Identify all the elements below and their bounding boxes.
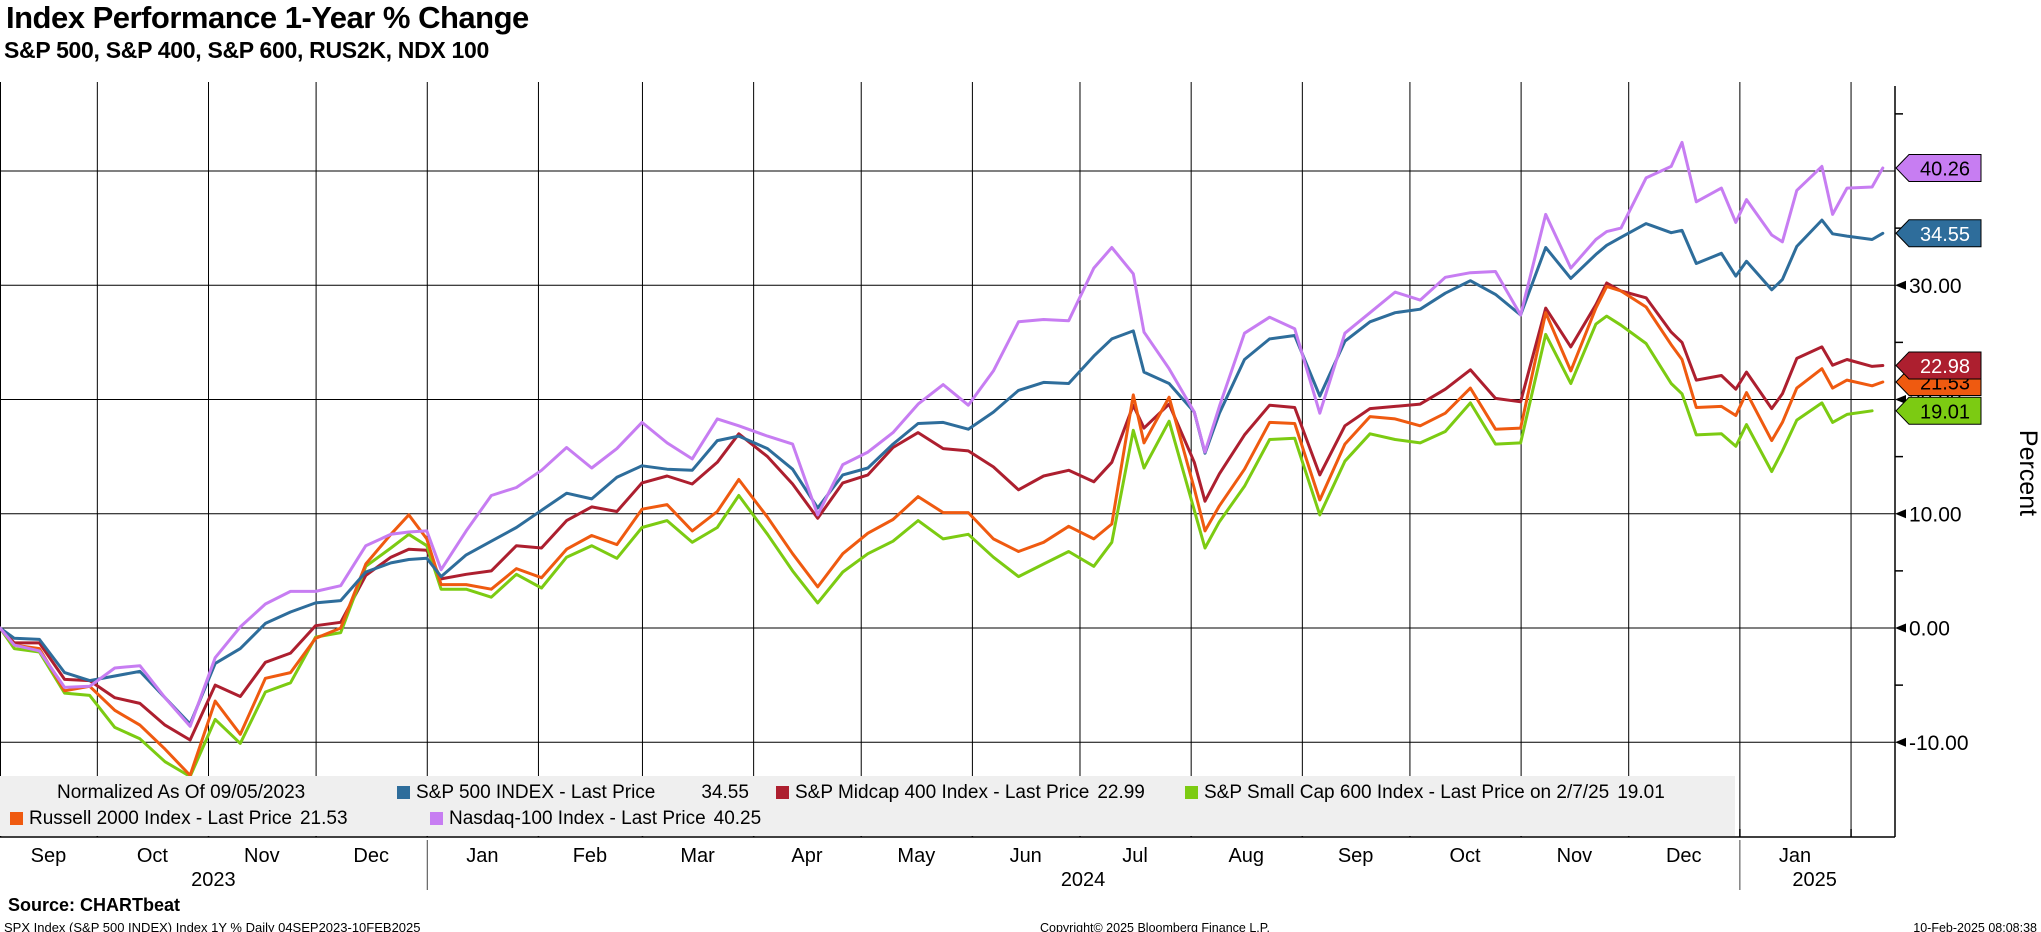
x-axis-month-label: Sep bbox=[1338, 845, 1374, 867]
x-axis-month-label: Oct bbox=[1449, 845, 1481, 867]
legend-label: S&P 500 INDEX - Last Price bbox=[416, 782, 656, 803]
x-axis-month-label: Aug bbox=[1228, 845, 1264, 867]
legend-item-ndx[interactable]: Nasdaq-100 Index - Last Price 40.25 bbox=[430, 807, 761, 831]
x-axis-month-label: Jan bbox=[1779, 845, 1811, 867]
x-axis-month-label: Jun bbox=[1010, 845, 1042, 867]
y-axis-tick-label: 10.00 bbox=[1909, 503, 1962, 526]
y-axis-arrow bbox=[1895, 509, 1906, 519]
x-axis-month-label: Jul bbox=[1122, 845, 1148, 867]
legend-swatch-ndx bbox=[430, 812, 443, 825]
legend-label: S&P Midcap 400 Index - Last Price bbox=[795, 782, 1090, 803]
legend-value: 19.01 bbox=[1617, 782, 1665, 803]
footer-security-meta: SPX Index (S&P 500 INDEX) Index 1Y % Dai… bbox=[4, 920, 421, 932]
price-badge-spx bbox=[1895, 219, 1982, 248]
series-line-rty bbox=[0, 284, 1885, 777]
y-axis-arrow bbox=[1895, 623, 1906, 633]
y-axis-title: Percent bbox=[2014, 430, 2041, 516]
axes-layer bbox=[0, 86, 1903, 838]
page-subtitle: S&P 500, S&P 400, S&P 600, RUS2K, NDX 10… bbox=[4, 37, 490, 63]
legend-swatch-spx bbox=[397, 786, 410, 799]
x-axis-month-label: Mar bbox=[680, 845, 715, 867]
series-line-spx bbox=[0, 218, 1885, 726]
y-axis-tick-label: -10.00 bbox=[1909, 732, 1969, 755]
x-axis-month-label: Jan bbox=[466, 845, 498, 867]
legend-value: 22.99 bbox=[1097, 782, 1145, 803]
x-axis-month-label: Dec bbox=[1666, 845, 1702, 867]
legend-value: 21.53 bbox=[299, 808, 348, 829]
legend-label: Normalized As Of 09/05/2023 bbox=[57, 782, 306, 803]
page-title: Index Performance 1-Year % Change bbox=[6, 0, 529, 35]
series-line-ndx bbox=[0, 140, 1885, 728]
price-badge-label: 34.55 bbox=[1920, 224, 1970, 246]
legend-label: Russell 2000 Index - Last Price bbox=[29, 808, 292, 829]
price-badge-ndx bbox=[1895, 154, 1982, 183]
y-axis-arrow bbox=[1895, 280, 1906, 290]
x-axis-month-label: Nov bbox=[244, 845, 280, 867]
series-line-mid bbox=[0, 281, 1885, 742]
y-axis-arrow bbox=[1895, 737, 1906, 747]
y-axis-arrow bbox=[1895, 395, 1906, 404]
x-axis-year-label: 2025 bbox=[1792, 869, 1837, 891]
legend-swatch-sml bbox=[1185, 786, 1198, 799]
legend-swatch-mid bbox=[776, 786, 789, 799]
x-axis-year-label: 2024 bbox=[1061, 869, 1106, 891]
x-axis-month-label: Dec bbox=[353, 845, 389, 867]
legend-label: Nasdaq-100 Index - Last Price bbox=[449, 808, 706, 829]
x-axis-year-label: 2023 bbox=[191, 869, 236, 891]
x-axis-month-label: Sep bbox=[31, 845, 67, 867]
footer-copyright: Copyright© 2025 Bloomberg Finance L.P. bbox=[1040, 921, 1270, 932]
series-layer bbox=[0, 140, 1885, 778]
legend-item-spx[interactable]: S&P 500 INDEX - Last Price 34.55 bbox=[397, 781, 749, 805]
legend-value: 34.55 bbox=[701, 782, 749, 803]
x-axis-month-label: Apr bbox=[791, 845, 822, 867]
price-badge-label: 19.01 bbox=[1920, 401, 1970, 423]
series-line-sml bbox=[0, 314, 1874, 778]
footer-timestamp: 10-Feb-2025 08:08:38 bbox=[1913, 921, 2037, 932]
x-axis-month-label: Nov bbox=[1557, 845, 1593, 867]
x-axis-month-label: Oct bbox=[137, 845, 169, 867]
grid-layer bbox=[0, 82, 1895, 837]
x-axis-month-label: Feb bbox=[573, 845, 607, 867]
legend-item-norm[interactable]: Normalized As Of 09/05/2023 bbox=[57, 781, 305, 805]
price-badge-label: 40.26 bbox=[1920, 159, 1970, 181]
legend-value: 40.25 bbox=[713, 808, 762, 829]
footer-source: Source: CHARTbeat bbox=[8, 895, 181, 915]
price-badge-mid bbox=[1895, 351, 1982, 380]
price-badge-label: 22.98 bbox=[1920, 356, 1970, 378]
y-axis-tick-label: 0.00 bbox=[1909, 618, 1950, 641]
legend-item-rty[interactable]: Russell 2000 Index - Last Price 21.53 bbox=[10, 807, 348, 831]
legend-swatch-rty bbox=[10, 812, 23, 825]
legend-label: S&P Small Cap 600 Index - Last Price on … bbox=[1204, 782, 1610, 803]
x-axis-month-label: May bbox=[897, 845, 935, 867]
legend-item-sml[interactable]: S&P Small Cap 600 Index - Last Price on … bbox=[1185, 781, 1665, 805]
legend-item-mid[interactable]: S&P Midcap 400 Index - Last Price 22.99 bbox=[776, 781, 1145, 805]
y-axis-tick-label: 30.00 bbox=[1909, 275, 1962, 298]
price-badge-sml bbox=[1895, 396, 1982, 425]
legend: Normalized As Of 09/05/2023 S&P 500 INDEX… bbox=[0, 776, 1735, 836]
x-axis-labels-layer: Sep Oct Nov Dec Jan Feb Mar Apr May Jun Jul Aug Sep O… bbox=[0, 829, 1852, 891]
